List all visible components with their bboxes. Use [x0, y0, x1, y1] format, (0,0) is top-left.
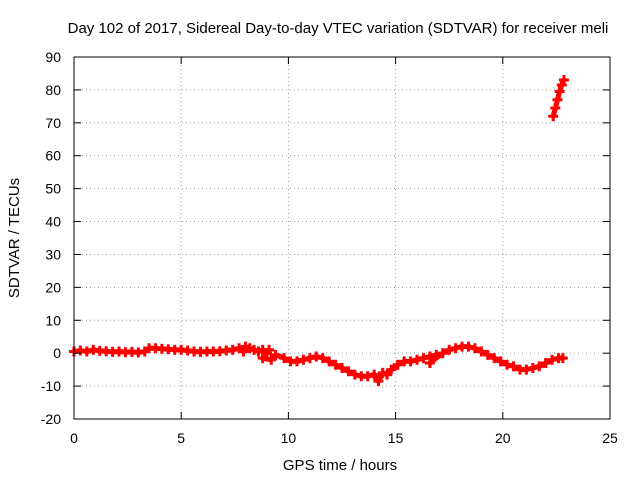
data-series: [69, 75, 569, 387]
chart-title: Day 102 of 2017, Sidereal Day-to-day VTE…: [68, 20, 609, 37]
y-tick-label: 60: [45, 148, 61, 164]
grid: [74, 57, 610, 419]
y-tick-label: 0: [53, 345, 61, 361]
y-tick-label: -10: [41, 378, 61, 394]
y-tick-label: 90: [45, 49, 61, 65]
x-tick-label: 10: [281, 430, 297, 446]
y-tick-label: 10: [45, 312, 61, 328]
x-tick-label: 15: [388, 430, 404, 446]
ticks: [73, 56, 611, 420]
data-trace-segment: [427, 350, 446, 366]
y-tick-label: 20: [45, 279, 61, 295]
x-tick-label: 20: [495, 430, 511, 446]
y-tick-label: 30: [45, 246, 61, 262]
tick-labels: 0 5 10 15 20 25 -20 -10 0 10 20 30 40 50 60 70 80 90: [41, 49, 618, 446]
y-tick-label: 70: [45, 115, 61, 131]
plot-frame: [73, 56, 611, 420]
data-trace-segment: [559, 77, 567, 88]
y-tick-label: 50: [45, 181, 61, 197]
x-axis-label: GPS time / hours: [283, 457, 397, 474]
x-tick-label: 0: [70, 430, 78, 446]
y-tick-label: 40: [45, 214, 61, 230]
y-axis-label: SDTVAR / TECUs: [6, 178, 23, 298]
x-tick-label: 25: [602, 430, 618, 446]
y-tick-label: 80: [45, 82, 61, 98]
y-tick-label: -20: [41, 411, 61, 427]
x-tick-label: 5: [177, 430, 185, 446]
